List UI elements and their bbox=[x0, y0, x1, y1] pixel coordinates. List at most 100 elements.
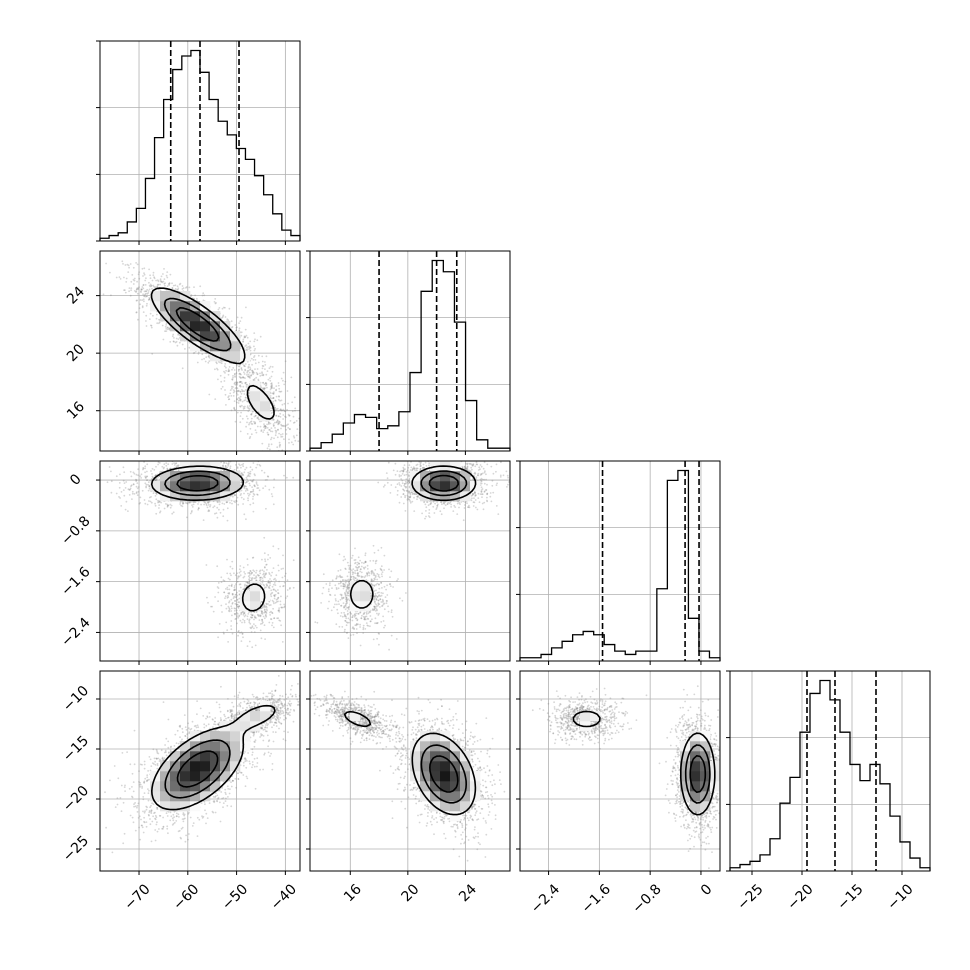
sample-point bbox=[254, 415, 257, 417]
sample-point bbox=[185, 287, 187, 289]
sample-point bbox=[272, 588, 275, 591]
sample-point bbox=[286, 453, 288, 455]
density-cell bbox=[150, 291, 161, 302]
sample-point bbox=[212, 506, 215, 509]
sample-point bbox=[277, 547, 280, 550]
sample-point bbox=[144, 465, 147, 468]
sample-point bbox=[177, 288, 179, 291]
sample-point bbox=[197, 503, 199, 505]
sample-point bbox=[246, 336, 249, 339]
sample-point bbox=[231, 326, 233, 329]
sample-point bbox=[269, 614, 271, 616]
sample-point bbox=[270, 397, 273, 400]
sample-point bbox=[252, 359, 255, 361]
sample-point bbox=[190, 452, 192, 454]
sample-point bbox=[272, 403, 275, 405]
sample-point bbox=[230, 385, 233, 388]
sample-point bbox=[150, 501, 153, 504]
sample-point bbox=[136, 288, 138, 291]
sample-point bbox=[233, 469, 236, 471]
sample-point bbox=[138, 286, 140, 289]
sample-point bbox=[192, 503, 195, 506]
sample-point bbox=[222, 631, 225, 634]
sample-point bbox=[130, 280, 133, 283]
sample-point bbox=[284, 425, 287, 428]
sample-point bbox=[289, 420, 292, 422]
sample-point bbox=[139, 502, 142, 504]
sample-point bbox=[241, 390, 244, 393]
sample-point bbox=[147, 299, 150, 301]
sample-point bbox=[181, 367, 184, 370]
sample-point bbox=[170, 504, 173, 507]
sample-point bbox=[228, 398, 231, 400]
sample-point bbox=[275, 421, 278, 424]
sample-point bbox=[208, 510, 211, 512]
sample-point bbox=[188, 346, 191, 349]
sample-point bbox=[249, 421, 252, 423]
sample-point bbox=[246, 488, 249, 490]
sample-point bbox=[280, 427, 282, 430]
sample-point bbox=[206, 506, 209, 509]
sample-point bbox=[287, 427, 290, 429]
sample-point bbox=[281, 403, 284, 406]
sample-point bbox=[229, 467, 232, 469]
sample-point bbox=[230, 499, 233, 502]
sample-point bbox=[247, 375, 249, 378]
sample-point bbox=[234, 585, 236, 587]
sample-point bbox=[272, 503, 275, 506]
sample-point bbox=[288, 442, 290, 444]
density-cell bbox=[260, 391, 271, 402]
sample-point bbox=[233, 373, 236, 375]
sample-point bbox=[273, 406, 276, 409]
sample-point bbox=[195, 456, 197, 458]
sample-point bbox=[284, 380, 287, 383]
sample-point bbox=[225, 621, 228, 624]
sample-point bbox=[250, 433, 253, 436]
sample-point bbox=[244, 468, 247, 471]
sample-point bbox=[302, 413, 304, 415]
sample-point bbox=[239, 464, 241, 467]
sample-point bbox=[248, 572, 251, 575]
sample-point bbox=[257, 416, 259, 419]
sample-point bbox=[133, 493, 136, 495]
sample-point bbox=[228, 601, 230, 604]
sample-point bbox=[243, 492, 245, 495]
sample-point bbox=[276, 419, 279, 422]
sample-point bbox=[254, 362, 257, 365]
sample-point bbox=[244, 583, 246, 586]
sample-point bbox=[250, 357, 253, 360]
sample-point bbox=[216, 565, 219, 568]
sample-point bbox=[279, 409, 281, 412]
sample-point bbox=[261, 374, 263, 377]
sample-point bbox=[240, 381, 243, 383]
sample-point bbox=[255, 576, 258, 579]
sample-point bbox=[148, 297, 151, 299]
sample-point bbox=[110, 480, 113, 483]
sample-point bbox=[251, 480, 253, 483]
sample-point bbox=[156, 286, 159, 289]
sample-point bbox=[237, 390, 240, 393]
sample-point bbox=[155, 317, 158, 320]
sample-point bbox=[236, 594, 239, 597]
sample-point bbox=[243, 364, 245, 367]
sample-point bbox=[235, 372, 238, 374]
sample-point bbox=[252, 510, 255, 513]
sample-point bbox=[278, 445, 281, 448]
sample-point bbox=[271, 384, 273, 386]
sample-point bbox=[161, 324, 164, 327]
sample-point bbox=[172, 333, 175, 336]
sample-point bbox=[238, 397, 241, 400]
sample-point bbox=[253, 493, 256, 496]
sample-point bbox=[274, 434, 277, 437]
sample-point bbox=[267, 586, 270, 589]
sample-point bbox=[285, 416, 287, 419]
density-cell bbox=[260, 401, 271, 412]
sample-point bbox=[257, 361, 260, 364]
sample-point bbox=[153, 277, 156, 280]
sample-point bbox=[165, 328, 168, 330]
sample-point bbox=[248, 376, 251, 379]
sample-point bbox=[277, 423, 279, 426]
sample-point bbox=[136, 263, 139, 266]
sample-point bbox=[223, 503, 226, 505]
sample-point bbox=[249, 466, 252, 469]
